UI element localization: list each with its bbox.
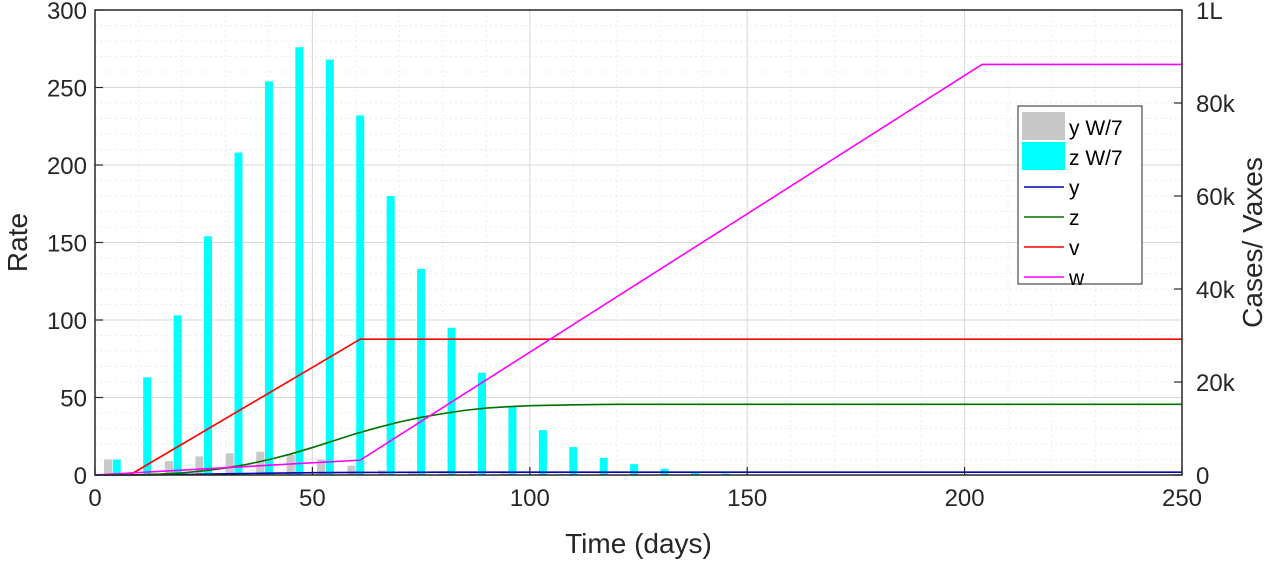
- y-left-tick-label: 200: [47, 153, 87, 180]
- x-tick-label: 50: [299, 485, 326, 512]
- bar: [317, 459, 326, 475]
- x-tick-label: 0: [88, 485, 101, 512]
- y-right-tick-label: 80k: [1196, 91, 1236, 118]
- bar: [508, 406, 517, 475]
- x-axis-label: Time (days): [565, 528, 712, 559]
- bar: [538, 430, 547, 475]
- x-tick-label: 100: [510, 485, 550, 512]
- y-axis-right-label: Cases/ Vaxes: [1237, 157, 1268, 328]
- bars: [104, 47, 730, 476]
- bar: [691, 471, 700, 475]
- bar: [286, 454, 295, 475]
- y-right-tick-label: 40k: [1196, 277, 1236, 304]
- legend-swatch: [1022, 112, 1065, 140]
- bar: [499, 473, 508, 475]
- bar: [195, 456, 204, 475]
- y-right-tick-label: 1L: [1196, 0, 1223, 25]
- x-tick-label: 150: [727, 485, 767, 512]
- bar: [347, 465, 356, 475]
- bar: [386, 196, 395, 475]
- y-left-tick-label: 150: [47, 231, 87, 258]
- bar: [295, 47, 304, 475]
- legend-label: y W/7: [1069, 117, 1123, 140]
- y-left-tick-label: 300: [47, 0, 87, 25]
- y-left-tick-label: 250: [47, 76, 87, 103]
- bar: [104, 459, 113, 475]
- legend-label: z W/7: [1069, 147, 1123, 170]
- x-tick-label: 250: [1162, 485, 1202, 512]
- bar: [408, 471, 417, 475]
- bar: [234, 152, 243, 475]
- bar: [325, 59, 334, 475]
- bar: [112, 459, 121, 475]
- y-left-tick-label: 0: [74, 463, 87, 490]
- bar: [417, 268, 426, 475]
- bar: [204, 236, 213, 475]
- bar: [438, 473, 447, 475]
- bar: [173, 315, 182, 475]
- y-right-tick-label: 0: [1196, 463, 1209, 490]
- y-right-tick-label: 60k: [1196, 184, 1236, 211]
- legend-label: z: [1069, 207, 1080, 230]
- y-left-tick-label: 50: [60, 386, 87, 413]
- legend-label: w: [1068, 267, 1085, 290]
- legend-label: v: [1069, 237, 1080, 260]
- x-tick-label: 200: [945, 485, 985, 512]
- bar: [143, 377, 152, 475]
- bar: [599, 457, 608, 475]
- y-left-tick-label: 100: [47, 308, 87, 335]
- bar: [256, 451, 265, 475]
- bar: [569, 447, 578, 475]
- series-line-v: [129, 338, 1182, 476]
- series-line-z: [95, 403, 1182, 476]
- bar: [264, 81, 273, 476]
- bar: [469, 473, 478, 475]
- y-axis-left-label: Rate: [2, 213, 33, 272]
- bar: [164, 461, 173, 475]
- legend-swatch: [1022, 142, 1065, 170]
- bar: [630, 464, 639, 475]
- bar: [477, 372, 486, 475]
- series-line-w: [94, 63, 1182, 476]
- ticks: 0 50 100 150 200 250050100150200250300020k40k…: [47, 0, 1236, 512]
- y-right-tick-label: 20k: [1196, 370, 1236, 397]
- bar: [721, 473, 730, 475]
- legend-label: y: [1069, 177, 1080, 200]
- bar: [225, 453, 234, 475]
- bar: [356, 115, 365, 476]
